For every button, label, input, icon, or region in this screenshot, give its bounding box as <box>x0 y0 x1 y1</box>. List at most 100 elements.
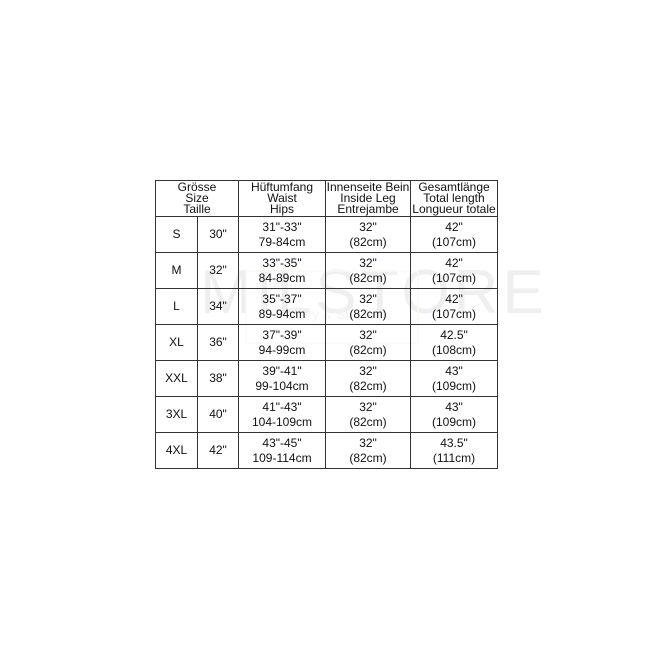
cell-value: L <box>173 299 180 313</box>
cell-value: (82cm) <box>349 234 387 249</box>
cell-value: 43" <box>445 363 463 378</box>
cell-value: 104-109cm <box>251 414 313 429</box>
cell-value: 4XL <box>165 443 188 457</box>
cell-value: 42" <box>445 219 463 234</box>
cell-value: 39"-41" <box>262 363 302 378</box>
cell-value: 30" <box>209 227 227 241</box>
cell-value: 32" <box>359 363 377 378</box>
inside-leg-cell: 32" (82cm) <box>325 360 411 397</box>
total-length-cell: 42" (107cm) <box>410 216 498 253</box>
table-row: L 34" 35"-37" 89-94cm 32" (82cm) 42" (107cm) <box>155 288 498 325</box>
total-length-cell: 43" (109cm) <box>410 396 498 433</box>
cell-value: (109cm) <box>431 414 476 429</box>
inch-cell: 40" <box>197 396 239 433</box>
cell-value: 84-89cm <box>258 270 306 285</box>
header-total-length: Gesamtlänge Total length Longueur totale <box>410 180 498 217</box>
header-waist: Hüftumfang Waist Hips <box>238 180 326 217</box>
header-line: Innenseite Bein <box>326 180 410 194</box>
table-row: 4XL 42" 43"-45" 109-114cm 32" (82cm) 43.5" (111… <box>155 432 498 469</box>
inside-leg-cell: 32" (82cm) <box>325 288 411 325</box>
cell-value: (82cm) <box>349 378 387 393</box>
cell-value: XL <box>169 335 184 349</box>
cell-value: 40" <box>209 407 227 421</box>
cell-value: 79-84cm <box>258 234 306 249</box>
cell-value: XXL <box>165 371 188 385</box>
header-row: Grösse Size Taille Hüftumfang Waist Hips… <box>155 180 498 217</box>
table-row: 3XL 40" 41"-43" 104-109cm 32" (82cm) 43" (109cm… <box>155 396 498 433</box>
cell-value: (109cm) <box>431 378 476 393</box>
cell-value: 32" <box>359 399 377 414</box>
size-cell: XXL <box>155 360 198 397</box>
cell-value: 32" <box>209 263 227 277</box>
waist-cell: 35"-37" 89-94cm <box>238 288 326 325</box>
total-length-cell: 43.5" (111cm) <box>410 432 498 469</box>
header-inside-leg: Innenseite Bein Inside Leg Entrejambe <box>325 180 411 217</box>
cell-value: 42" <box>445 291 463 306</box>
cell-value: 41"-43" <box>262 399 302 414</box>
size-cell: XL <box>155 324 198 361</box>
cell-value: 33"-35" <box>262 255 302 270</box>
cell-value: 109-114cm <box>252 450 312 465</box>
table-row: M 32" 33"-35" 84-89cm 32" (82cm) 42" (107cm) <box>155 252 498 289</box>
cell-value: (82cm) <box>349 450 387 465</box>
size-cell: S <box>155 216 198 253</box>
cell-value: 36" <box>209 335 227 349</box>
inch-cell: 30" <box>197 216 239 253</box>
inside-leg-cell: 32" (82cm) <box>325 324 411 361</box>
inch-cell: 32" <box>197 252 239 289</box>
header-line: Inside Leg <box>340 191 396 205</box>
inside-leg-cell: 32" (82cm) <box>325 396 411 433</box>
size-cell: 3XL <box>155 396 198 433</box>
cell-value: 43" <box>445 399 463 414</box>
cell-value: 43"-45" <box>262 435 302 450</box>
header-line: Size <box>185 191 209 205</box>
waist-cell: 39"-41" 99-104cm <box>238 360 326 397</box>
waist-cell: 37"-39" 94-99cm <box>238 324 326 361</box>
cell-value: 37"-39" <box>262 327 302 342</box>
cell-value: (107cm) <box>431 306 476 321</box>
inch-cell: 42" <box>197 432 239 469</box>
cell-value: 89-94cm <box>258 306 306 321</box>
cell-value: 94-99cm <box>258 342 306 357</box>
size-chart-table: Grösse Size Taille Hüftumfang Waist Hips… <box>155 180 498 469</box>
table-row: S 30" 31"-33" 79-84cm 32" (82cm) 42" (107cm) <box>155 216 498 253</box>
cell-value: 42.5" <box>440 327 468 342</box>
header-line: Taille <box>183 202 211 216</box>
cell-value: 35"-37" <box>262 291 302 306</box>
cell-value: 32" <box>359 219 377 234</box>
inch-cell: 38" <box>197 360 239 397</box>
waist-cell: 43"-45" 109-114cm <box>238 432 326 469</box>
total-length-cell: 42.5" (108cm) <box>410 324 498 361</box>
inch-cell: 36" <box>197 324 239 361</box>
cell-value: (82cm) <box>349 342 387 357</box>
header-line: Hüftumfang <box>250 180 314 194</box>
cell-value: (82cm) <box>349 270 387 285</box>
cell-value: 38" <box>209 371 227 385</box>
waist-cell: 33"-35" 84-89cm <box>238 252 326 289</box>
inside-leg-cell: 32" (82cm) <box>325 216 411 253</box>
cell-value: (108cm) <box>431 342 476 357</box>
cell-value: (82cm) <box>349 414 387 429</box>
cell-value: 42" <box>209 443 227 457</box>
inside-leg-cell: 32" (82cm) <box>325 432 411 469</box>
cell-value: (111cm) <box>432 450 476 465</box>
header-line: Waist <box>267 191 297 205</box>
cell-value: 32" <box>359 291 377 306</box>
total-length-cell: 43" (109cm) <box>410 360 498 397</box>
inch-cell: 34" <box>197 288 239 325</box>
cell-value: 32" <box>359 435 377 450</box>
header-line: Longueur totale <box>412 202 496 216</box>
cell-value: 31"-33" <box>262 219 302 234</box>
cell-value: 42" <box>445 255 463 270</box>
table-row: XL 36" 37"-39" 94-99cm 32" (82cm) 42.5" (108cm) <box>155 324 498 361</box>
cell-value: 32" <box>359 255 377 270</box>
header-line: Grösse <box>177 180 217 194</box>
size-cell: L <box>155 288 198 325</box>
header-line: Entrejambe <box>337 202 399 216</box>
cell-value: 34" <box>209 299 227 313</box>
total-length-cell: 42" (107cm) <box>410 252 498 289</box>
size-cell: M <box>155 252 198 289</box>
cell-value: (107cm) <box>431 270 476 285</box>
size-cell: 4XL <box>155 432 198 469</box>
header-size: Grösse Size Taille <box>155 180 239 217</box>
